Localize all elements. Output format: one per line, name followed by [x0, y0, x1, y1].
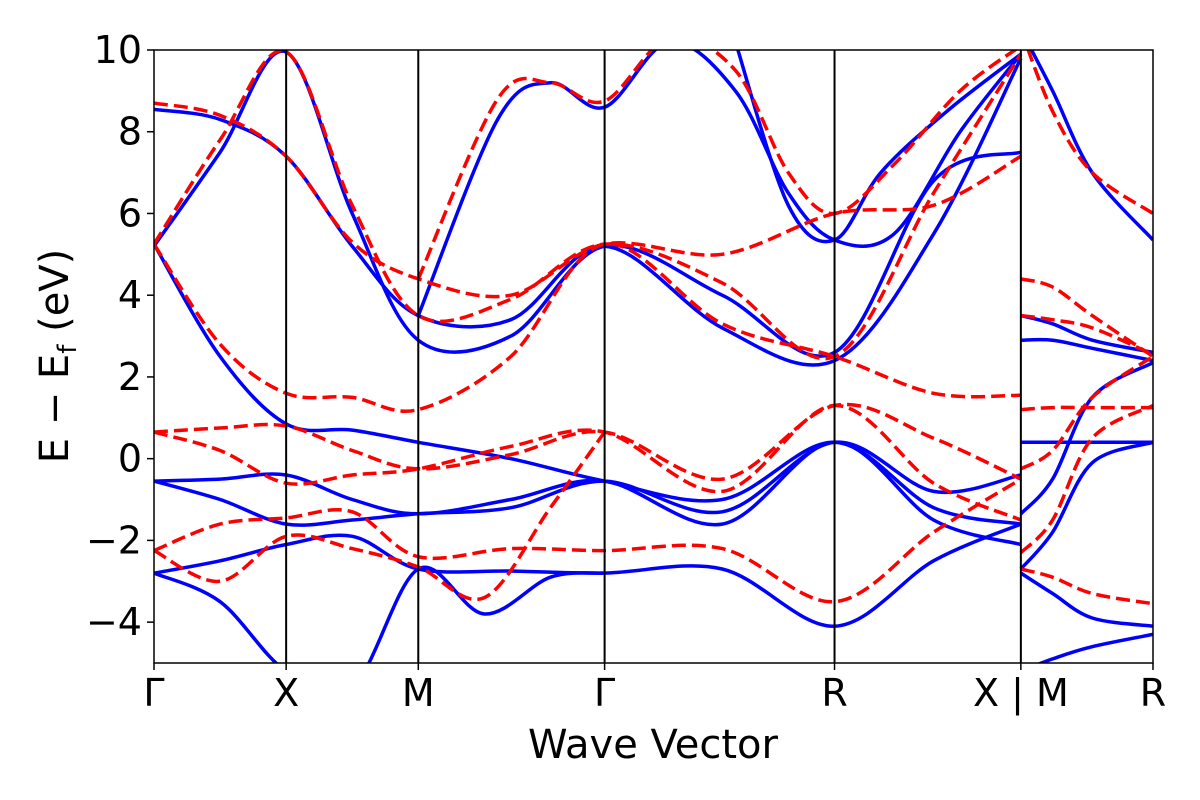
dashed-band-line-7 — [154, 50, 1023, 361]
x-tick-label: X | M — [973, 671, 1069, 716]
y-axis-title-main: E − E — [32, 354, 78, 464]
dashed-band-line-1 — [154, 242, 1021, 413]
y-tick-label: 6 — [118, 191, 142, 235]
y-axis-title-unit: (eV) — [32, 249, 78, 345]
solid-band-line-13 — [1019, 361, 1153, 516]
solid-band-line-4 — [154, 522, 1022, 628]
solid-band-line-16 — [1029, 50, 1153, 242]
x-tick-label: R — [1140, 671, 1166, 715]
plot-frame — [153, 49, 1154, 664]
dashed-band-line-3 — [154, 403, 1022, 522]
solid-band-line-7 — [154, 50, 1022, 358]
dashed-band-line-13 — [1019, 403, 1153, 554]
solid-band-line-3 — [154, 440, 1022, 527]
series-layer — [154, 50, 1153, 663]
dashed-band-line-6 — [154, 101, 1022, 299]
solid-band-line-15 — [1019, 571, 1153, 628]
y-tick-label: 8 — [118, 110, 142, 154]
x-tick-label: Γ — [594, 671, 615, 715]
x-axis-title: Wave Vector — [528, 722, 779, 768]
y-tick-label: 2 — [118, 355, 142, 399]
y-tick-label: 4 — [118, 273, 142, 317]
solid-band-line-9 — [736, 50, 1022, 244]
x-tick-label: R — [821, 671, 847, 715]
y-tick-label: −2 — [86, 518, 142, 562]
x-tick-label: Γ — [143, 671, 164, 715]
solid-band-line-14 — [1019, 440, 1153, 571]
y-axis-title: E − Ef (eV) — [32, 249, 83, 464]
dashed-band-line-4 — [154, 477, 1022, 604]
x-tick-label: M — [402, 671, 435, 715]
dashed-band-line-10 — [1020, 313, 1153, 357]
solid-band-line-5 — [154, 565, 605, 663]
solid-band-line-17 — [1036, 632, 1153, 663]
solid-band-line-8 — [416, 50, 1023, 317]
solid-band-line-11 — [1020, 337, 1153, 363]
y-tick-label: 10 — [94, 28, 142, 72]
x-axis: Γ X M Γ R X | M R — [143, 663, 1166, 716]
dashed-band-line-12 — [1020, 355, 1153, 471]
y-tick-label: 0 — [118, 437, 142, 481]
y-axis: −4 −2 0 2 4 6 8 10 — [86, 28, 154, 644]
dashed-band-line-14 — [1020, 567, 1153, 606]
y-tick-label: −4 — [86, 600, 142, 644]
dashed-band-line-11 — [1020, 405, 1153, 412]
y-axis-title-group: E − Ef (eV) — [32, 249, 83, 464]
dashed-band-line-2 — [154, 402, 1022, 481]
solid-band-line-2 — [154, 440, 1022, 547]
x-tick-label: X — [273, 671, 299, 715]
high-symmetry-lines — [285, 50, 1022, 663]
dashed-band-line-5 — [154, 431, 607, 602]
y-axis-title-sub: f — [53, 344, 83, 354]
dashed-band-line-9 — [1020, 277, 1153, 358]
dashed-band-line-15 — [1026, 50, 1153, 215]
